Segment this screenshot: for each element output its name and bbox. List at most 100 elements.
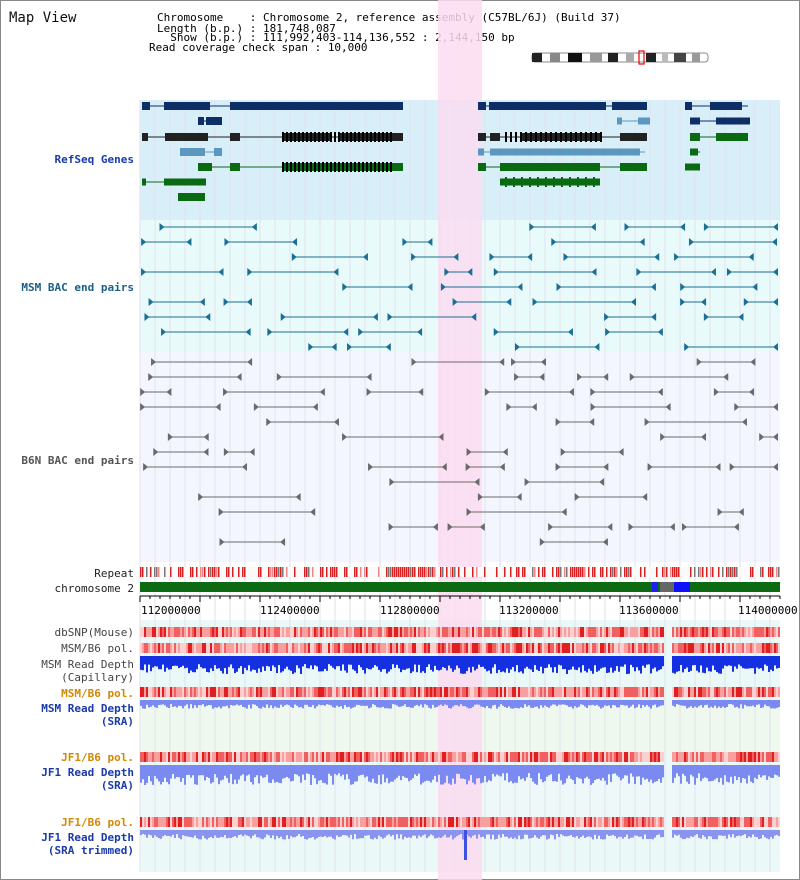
track-label-msm-read-depth-sra[interactable]: MSM Read Depth (SRA): [41, 702, 134, 728]
read-depth-bar: [188, 656, 190, 674]
bac-end-marker: [280, 538, 286, 546]
read-depth-bar: [568, 700, 570, 707]
polymorphism-cell: [612, 627, 614, 637]
polymorphism-cell: [262, 643, 264, 653]
read-depth-bar: [370, 700, 372, 708]
polymorphism-cell: [568, 643, 570, 653]
chromosome-ideogram[interactable]: [528, 50, 714, 66]
polymorphism-cell: [394, 627, 396, 637]
repeat-mark: [312, 567, 314, 577]
read-depth-bar: [514, 830, 516, 838]
polymorphism-cell: [270, 817, 272, 827]
bac-end-marker: [440, 283, 446, 291]
track-label-msm-read-depth-capillary[interactable]: MSM Read Depth (Capillary): [41, 658, 134, 684]
polymorphism-cell: [346, 752, 348, 762]
polymorphism-cell: [302, 817, 304, 827]
track-label-refseq-genes[interactable]: RefSeq Genes: [54, 153, 134, 166]
repeat-mark: [612, 567, 614, 577]
polymorphism-cell: [396, 687, 398, 697]
polymorphism-cell: [758, 627, 760, 637]
track-label-msm-b6-pol-1[interactable]: MSM/B6 pol.: [61, 642, 134, 655]
bac-end-marker: [531, 403, 537, 411]
polymorphism-cell: [658, 643, 660, 653]
polymorphism-cell: [270, 752, 272, 762]
read-depth-bar: [296, 765, 298, 775]
bac-end-marker: [438, 433, 444, 441]
polymorphism-cell: [286, 687, 288, 697]
track-label-msm-bac[interactable]: MSM BAC end pairs: [21, 281, 134, 294]
polymorphism-cell: [522, 687, 524, 697]
track-label-jf1-read-depth-sra-trimmed[interactable]: JF1 Read Depth (SRA trimmed): [41, 831, 134, 857]
bac-end-marker: [499, 463, 505, 471]
polymorphism-cell: [766, 627, 768, 637]
repeat-mark: [274, 567, 276, 577]
track-label-msm-b6-pol-2[interactable]: MSM/B6 pol.: [61, 687, 134, 700]
polymorphism-cell: [750, 643, 752, 653]
polymorphism-cell: [660, 627, 662, 637]
read-depth-bar: [160, 830, 162, 839]
read-depth-bar: [386, 830, 388, 836]
polymorphism-cell: [144, 817, 146, 827]
repeat-mark: [260, 567, 262, 577]
read-depth-bar: [472, 830, 474, 836]
read-depth-bar: [564, 656, 566, 670]
polymorphism-cell: [572, 752, 574, 762]
polymorphism-cell: [288, 643, 290, 653]
read-depth-bar: [310, 765, 312, 785]
polymorphism-cell: [538, 627, 540, 637]
polymorphism-cell: [582, 752, 584, 762]
bac-end-marker: [680, 283, 686, 291]
read-depth-bar: [648, 656, 650, 665]
polymorphism-cell: [378, 643, 380, 653]
track-label-jf1-read-depth-sra[interactable]: JF1 Read Depth (SRA): [41, 766, 134, 792]
read-depth-bar: [144, 830, 146, 835]
polymorphism-cell: [692, 817, 694, 827]
track-label-dbsnp[interactable]: dbSNP(Mouse): [54, 626, 134, 639]
read-depth-bar: [196, 765, 198, 785]
polymorphism-cell: [476, 643, 478, 653]
read-depth-bar: [412, 700, 414, 708]
polymorphism-cell: [626, 643, 628, 653]
read-depth-bar: [544, 700, 546, 706]
polymorphism-cell: [336, 643, 338, 653]
track-label-b6n-bac[interactable]: B6N BAC end pairs: [21, 454, 134, 467]
polymorphism-cell: [244, 687, 246, 697]
track-label-jf1-b6-pol-1[interactable]: JF1/B6 pol.: [61, 751, 134, 764]
polymorphism-cell: [778, 817, 780, 827]
read-depth-bar: [270, 830, 272, 839]
polymorphism-cell: [536, 627, 538, 637]
exon-tick: [302, 162, 304, 172]
polymorphism-cell: [576, 627, 578, 637]
polymorphism-cell: [430, 627, 432, 637]
polymorphism-cell: [274, 752, 276, 762]
polymorphism-cell: [478, 752, 480, 762]
polymorphism-cell: [418, 817, 420, 827]
polymorphism-cell: [352, 643, 354, 653]
polymorphism-cell: [280, 817, 282, 827]
polymorphism-cell: [634, 752, 636, 762]
repeat-mark: [504, 567, 506, 577]
read-depth-bar: [492, 765, 494, 774]
read-depth-bar: [516, 700, 518, 709]
track-label-jf1-b6-pol-2[interactable]: JF1/B6 pol.: [61, 816, 134, 829]
repeat-mark: [334, 567, 336, 577]
polymorphism-cell: [406, 643, 408, 653]
read-depth-bar: [730, 700, 732, 705]
polymorphism-cell: [358, 627, 360, 637]
bac-end-marker: [245, 328, 251, 336]
read-depth-bar: [406, 830, 408, 838]
polymorphism-cell: [312, 627, 314, 637]
axis-tick-114000000: 114000000: [738, 604, 798, 617]
read-depth-bar: [416, 656, 418, 673]
polymorphism-cell: [758, 752, 760, 762]
polymorphism-cell: [338, 687, 340, 697]
polymorphism-cell: [296, 687, 298, 697]
polymorphism-cell: [760, 643, 762, 653]
polymorphism-cell: [212, 817, 214, 827]
read-depth-bar: [150, 830, 152, 836]
polymorphism-cell: [606, 627, 608, 637]
polymorphism-cell: [520, 817, 522, 827]
read-depth-bar: [748, 830, 750, 837]
polymorphism-cell: [326, 687, 328, 697]
